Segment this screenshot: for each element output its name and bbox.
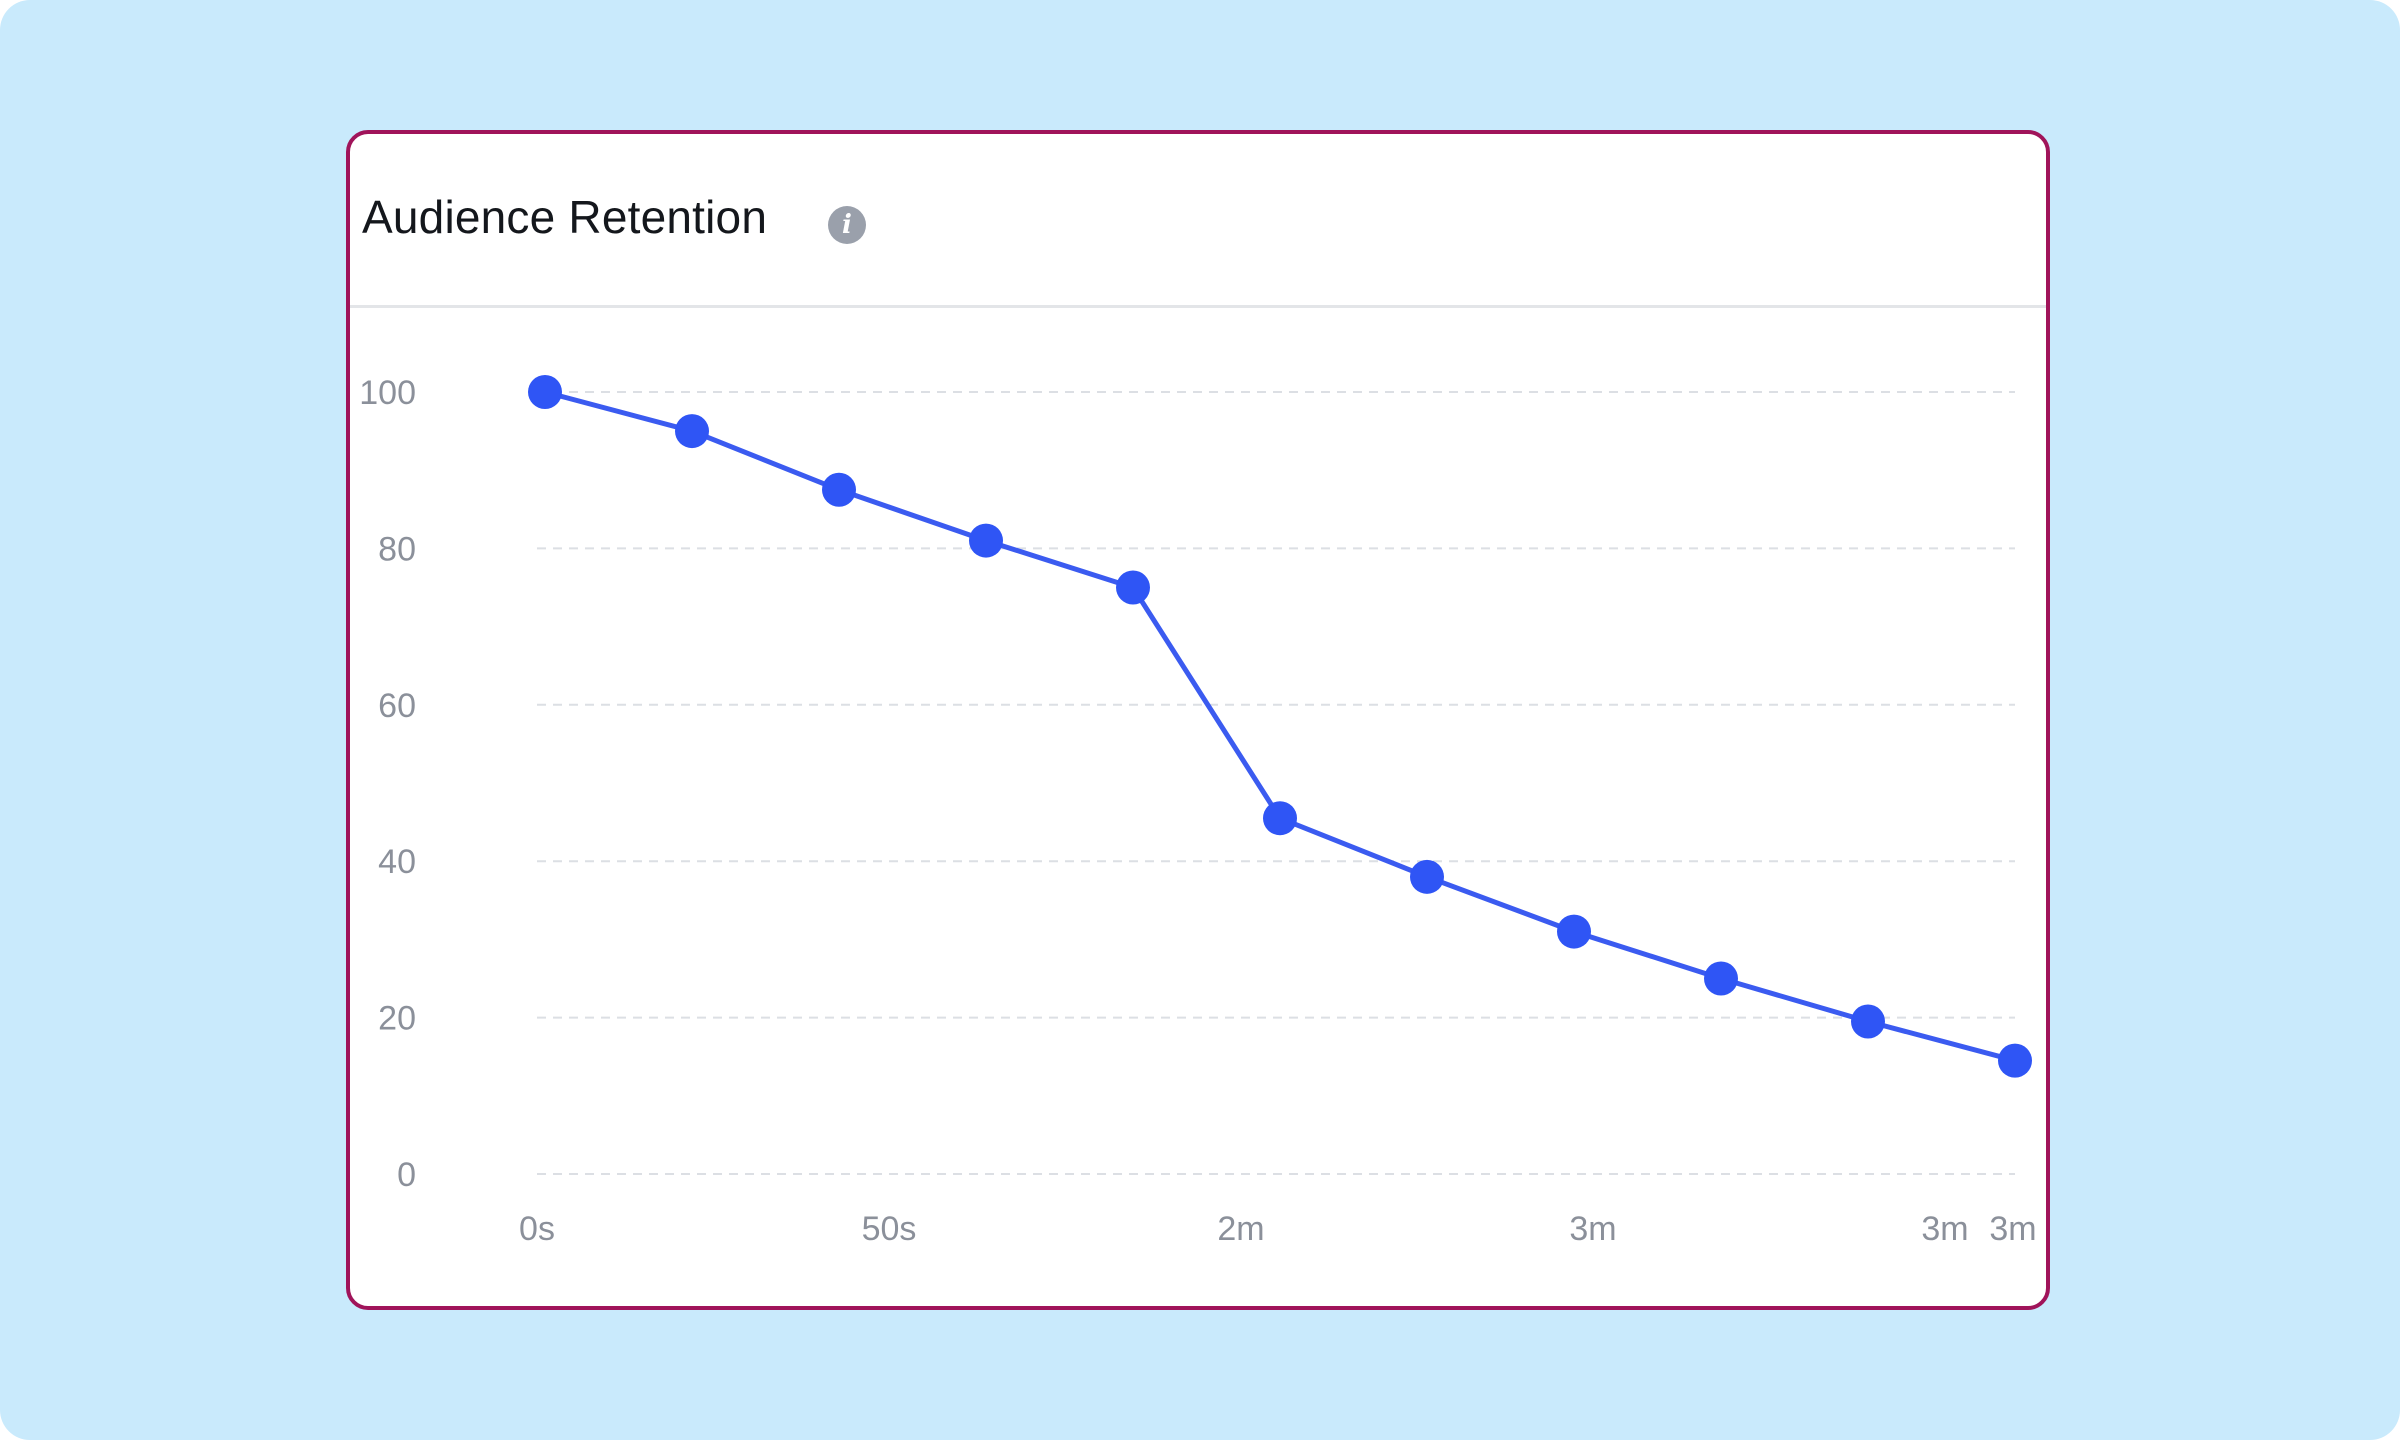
card-title: Audience Retention (362, 191, 768, 243)
audience-retention-card: Audience Retention i (346, 130, 2050, 1310)
info-icon[interactable]: i (828, 206, 866, 244)
card-header: Audience Retention i (350, 134, 2046, 308)
